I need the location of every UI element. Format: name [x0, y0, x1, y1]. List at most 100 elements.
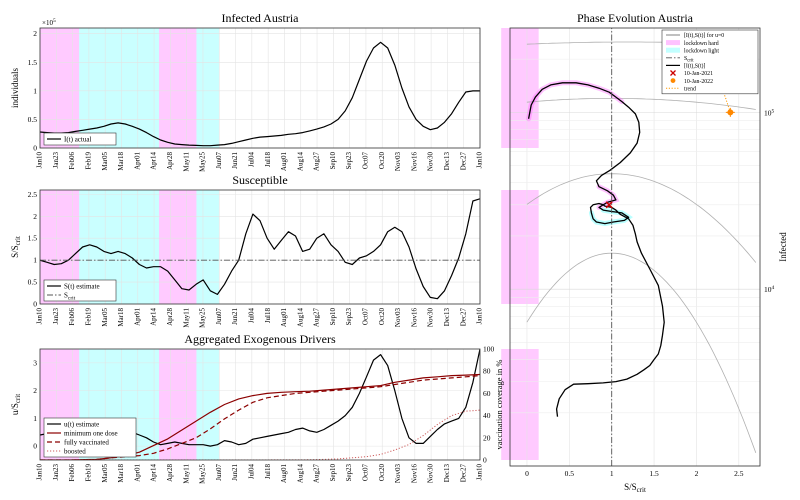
x-tick-label: Jan10: [476, 152, 484, 169]
x-tick-label: 2: [695, 469, 699, 478]
x-tick-label: Mar18: [117, 152, 125, 171]
axes-layer: [39, 27, 761, 467]
y-tick-label: 105: [764, 108, 775, 117]
x-tick-label: Nov03: [394, 308, 402, 328]
y-tick-label: 2: [33, 386, 37, 395]
axes-frame: [39, 348, 481, 461]
y-tick-label: 104: [764, 285, 775, 294]
y-right-tick-label: 20: [483, 433, 491, 442]
y-right-tick-label: 100: [483, 345, 495, 354]
legend-label: Scrit: [684, 56, 694, 64]
x-tick-label: Feb19: [84, 464, 92, 482]
marker-2021: [605, 201, 613, 209]
y-right-tick-label: 40: [483, 411, 491, 420]
x-tick-label: Jan10: [36, 152, 44, 169]
legend-label: [I(t),S(t)] for u=0: [684, 32, 724, 39]
x-axis-label-main: S/S: [624, 482, 637, 492]
x-tick-label: Apr14: [150, 464, 158, 482]
x-tick-label: Dec13: [443, 308, 451, 327]
legend-label: [I(t),S(t)]: [684, 63, 705, 70]
lockdown-hard-band: [501, 190, 539, 304]
y-tick-label: 1: [33, 86, 37, 95]
series-line-s-t-estimate: [40, 198, 480, 300]
y-tick-label: 0.5: [28, 115, 38, 124]
y-tick-base: 10: [764, 285, 772, 294]
legend-box: [661, 29, 759, 95]
x-tick-label: May25: [199, 152, 207, 172]
y-right-tick-label: 0: [483, 456, 487, 465]
x-tick-label: Jun21: [231, 152, 239, 169]
x-tick-label: Jan10: [476, 464, 484, 481]
x-tick-label: Aug27: [313, 308, 321, 328]
legend-label-sub: crit: [68, 296, 76, 302]
y-tick-label: 0: [33, 144, 37, 153]
y-axis-label-main: u/S: [10, 403, 20, 415]
x-tick-label: May25: [199, 308, 207, 328]
legend-box: [43, 132, 117, 146]
x-tick-label: Nov30: [427, 308, 435, 328]
chart-title: Aggregated Exogenous Drivers: [184, 332, 336, 346]
lockdown-hard-band: [158, 349, 197, 460]
x-tick-label: Nov03: [394, 464, 402, 484]
y-tick-label: 1: [33, 414, 37, 423]
x-tick-label: Mar18: [117, 308, 125, 327]
x-tick-label: Sep23: [345, 152, 353, 170]
exponent-base: ×10: [42, 19, 53, 27]
x-tick-label: Aug01: [280, 464, 288, 484]
y-tick-label: 3: [33, 358, 37, 367]
lines-layer: [40, 28, 757, 466]
x-tick-label: Jul04: [247, 308, 255, 324]
legend-label-text: lockdown light: [684, 48, 719, 54]
axes-frame: [39, 189, 481, 305]
y-axis-label-sub: crit: [14, 236, 22, 245]
x-tick-label: Aug14: [296, 152, 304, 172]
y-tick-label: 1.5: [28, 234, 38, 243]
x-tick-label: Jan10: [476, 308, 484, 325]
y-tick-base: 10: [764, 108, 772, 117]
series-line-fully-vaccinated: [40, 375, 480, 460]
legend-swatch: [670, 78, 676, 83]
x-tick-label: 1: [610, 469, 614, 478]
x-tick-label: Dec27: [459, 464, 467, 483]
legend-label: 10-Jan-2022: [684, 79, 713, 85]
legend-label: u(t) estimate: [64, 421, 99, 429]
x-tick-label: Oct20: [378, 152, 386, 170]
x-tick-label: Jan23: [52, 464, 60, 481]
x-tick-label: Aug14: [296, 464, 304, 484]
x-tick-label: Aug14: [296, 308, 304, 328]
lockdown-hard-band: [158, 190, 197, 304]
x-tick-label: Apr01: [133, 464, 141, 482]
y-axis-label: S/Scrit: [10, 236, 22, 258]
x-tick-label: Nov16: [410, 464, 418, 484]
phase-series-group: [526, 28, 757, 466]
x-tick-label: Sep23: [345, 308, 353, 326]
y-tick-label: 0.5: [28, 278, 38, 287]
legend-label-text: S: [64, 292, 68, 300]
lockdown-light-band: [196, 28, 220, 148]
background-layer: [40, 28, 539, 460]
legend-label: Scrit: [64, 292, 76, 302]
y-axis-label: u/Scrit: [10, 394, 22, 415]
x-tick-label: Jun07: [215, 308, 223, 325]
x-tick-label: Apr01: [133, 308, 141, 326]
legend-label: minimum one dose: [64, 430, 118, 438]
legend-swatch: [670, 70, 676, 76]
x-tick-label: Oct07: [362, 464, 370, 482]
legend-label-text: [I(t),S(t)]: [684, 63, 705, 70]
chart-title: Susceptible: [232, 173, 287, 187]
x-tick-label: Feb06: [68, 152, 76, 170]
x-tick-label: Aug01: [280, 308, 288, 328]
x-tick-label: Aug27: [313, 464, 321, 484]
x-tick-label: Mar05: [101, 464, 109, 483]
series-line-minimum-one-dose: [40, 373, 480, 460]
x-tick-label: Feb06: [68, 308, 76, 326]
x-tick-label: May11: [182, 464, 190, 484]
x-tick-label: Jun07: [215, 464, 223, 481]
x-tick-label: Nov16: [410, 152, 418, 172]
legend-label-text: I(t) actual: [64, 136, 91, 144]
legend-label-text: S: [684, 56, 687, 62]
legend-label-text: [I(t),S(t)] for u=0: [684, 32, 724, 39]
y-tick-label: 2: [33, 29, 37, 38]
x-tick-label: Jun21: [231, 464, 239, 481]
